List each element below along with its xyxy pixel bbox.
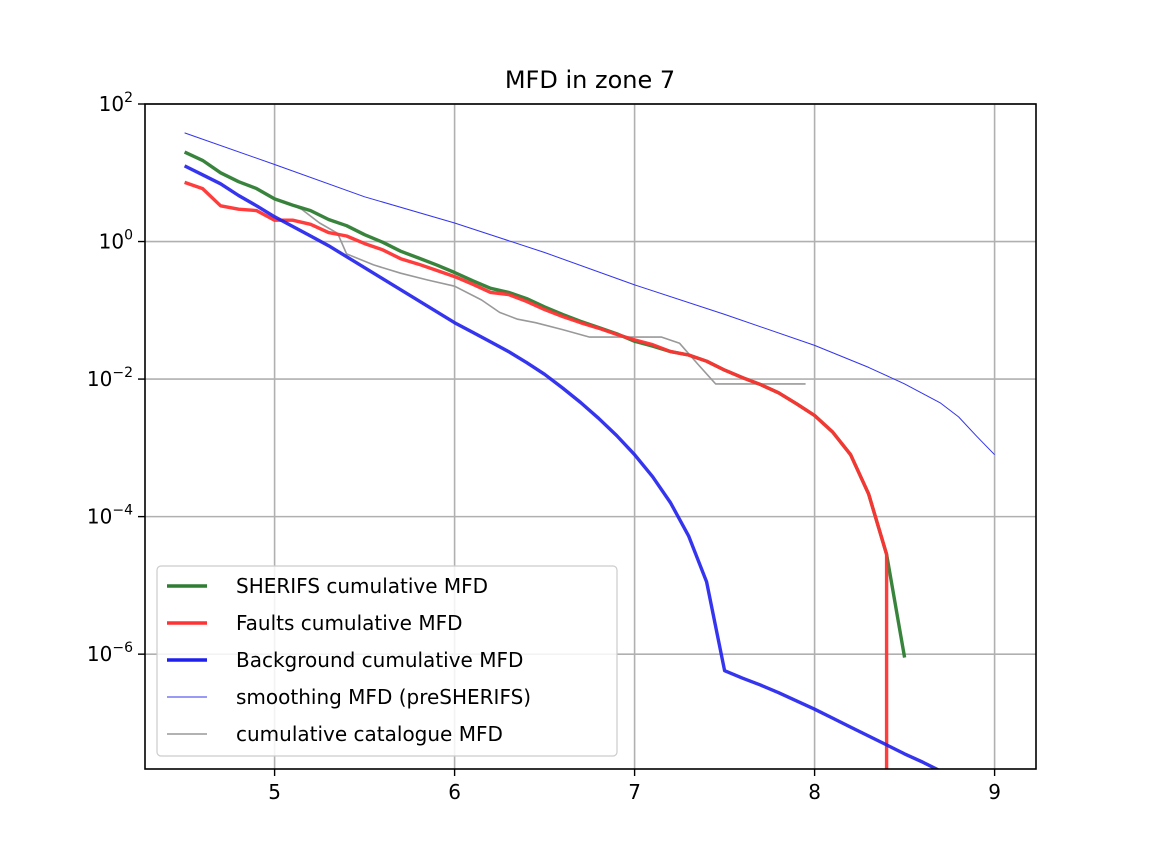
x-tick-label-3: 8 [808,780,821,804]
x-tick-label-1: 6 [448,780,461,804]
y-tick-label-3: 10−4 [87,503,133,529]
legend-label-2: Background cumulative MFD [236,648,523,672]
legend-box [156,565,618,757]
legend-label-4: cumulative catalogue MFD [236,722,503,746]
legend: SHERIFS cumulative MFD Faults cumulative … [156,565,618,757]
axis-ticks: 5 6 7 8 9 102 100 10−2 10−4 10−6 [87,90,1001,804]
axes-frame [144,103,1037,770]
series-line-3 [184,180,889,769]
series-line-1 [283,200,806,385]
legend-label-3: smoothing MFD (preSHERIFS) [236,685,531,709]
x-tick-label-4: 9 [988,780,1001,804]
series-lines [183,132,995,769]
y-tick-label-2: 10−2 [87,365,133,391]
y-tick-label-1: 100 [99,228,133,254]
series-line-0 [184,132,995,456]
legend-label-1: Faults cumulative MFD [236,611,462,635]
x-tick-label-0: 5 [268,780,281,804]
x-tick-label-2: 7 [628,780,641,804]
legend-label-0: SHERIFS cumulative MFD [236,574,488,598]
chart-title: MFD in zone 7 [505,66,675,94]
series-line-4 [183,164,941,769]
y-tick-label-4: 10−6 [87,640,133,666]
y-tick-label-0: 102 [99,90,133,116]
